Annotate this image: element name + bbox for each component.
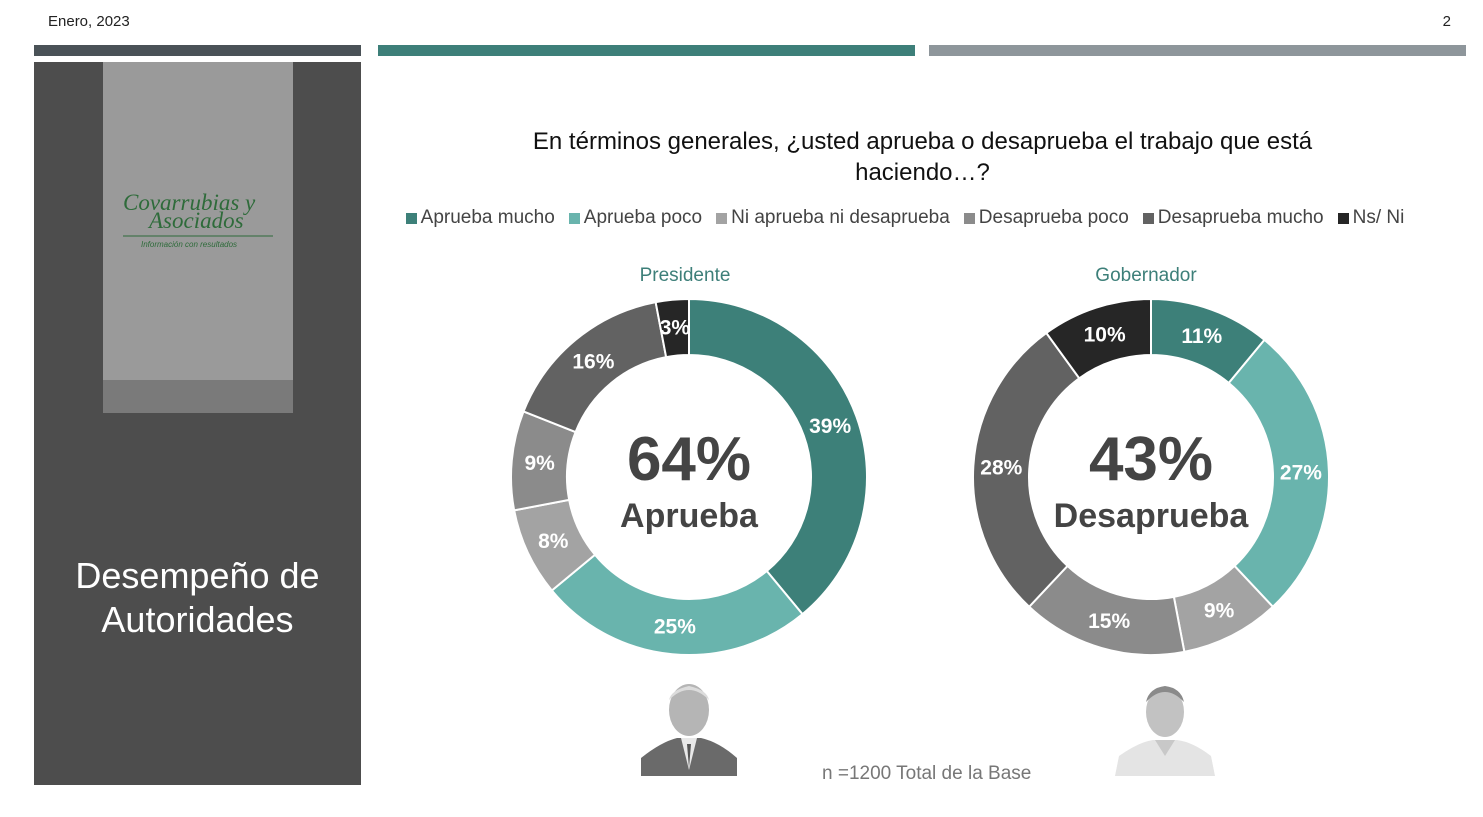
slice-data-label: 10% (1084, 323, 1126, 346)
slice-data-label: 25% (654, 615, 696, 638)
donut-slice (972, 331, 1081, 609)
donut-slice (688, 297, 868, 616)
chart-title-presidente: Presidente (639, 265, 731, 286)
question-title: En términos generales, ¿usted aprueba o … (532, 128, 1313, 186)
slice-data-label: 9% (524, 452, 555, 475)
slice-data-label: 3% (660, 317, 691, 340)
logo-strip (103, 380, 293, 413)
legend-swatch (1142, 212, 1154, 224)
legend-swatch (963, 212, 975, 224)
donut-slice (654, 297, 690, 359)
company-logo: Covarrubias y Asociados Información con … (123, 190, 273, 249)
legend-swatch (405, 212, 417, 224)
section-title-line1: Desempeño de (75, 555, 320, 596)
legend-label: Desaprueba poco (978, 207, 1129, 228)
legend-label: Ni aprueba ni desaprueba (731, 207, 950, 228)
center-label: Aprueba (620, 497, 759, 535)
header-bar-teal (378, 45, 915, 56)
center-value: 64% (627, 425, 751, 494)
slice-data-label: 8% (538, 530, 569, 553)
slice-data-label: 16% (572, 350, 614, 373)
header-bar-dark (34, 45, 361, 56)
slice-data-label: 39% (809, 415, 851, 438)
logo-box (103, 62, 293, 380)
center-label: Desaprueba (1054, 497, 1250, 535)
chart-legend: Aprueba mucho Aprueba poco Ni aprueba ni d… (380, 207, 1430, 229)
donut-slice (550, 553, 804, 656)
slice-data-label: 28% (980, 457, 1022, 480)
donut-slice (1044, 297, 1152, 380)
slice-data-label: 15% (1088, 610, 1130, 633)
gobernador-photo (1115, 678, 1215, 776)
legend-item: Ns/ Ni (1337, 207, 1405, 229)
slice-data-label: 11% (1181, 325, 1222, 348)
legend-label: Desaprueba mucho (1157, 207, 1324, 228)
slice-data-label: 27% (1280, 461, 1322, 484)
legend-swatch (1337, 212, 1349, 224)
legend-swatch (568, 212, 580, 224)
legend-label: Aprueba poco (583, 207, 703, 228)
header-bar-gray (929, 45, 1466, 56)
donut-slice (1227, 338, 1330, 609)
legend-item: Aprueba poco (568, 207, 703, 229)
slice-data-label: 9% (1204, 600, 1235, 623)
page-number: 2 (1442, 13, 1451, 30)
section-title-line2: Autoridades (101, 599, 294, 640)
logo-line2: Asociados (147, 208, 244, 233)
legend-item: Aprueba mucho (405, 207, 555, 229)
logo-tagline: Información con resultados (141, 240, 237, 249)
footnote: n =1200 Total de la Base (822, 763, 1032, 784)
section-title: Desempeño de Autoridades (34, 554, 361, 642)
legend-label: Aprueba mucho (420, 207, 555, 228)
legend-item: Desaprueba poco (963, 207, 1129, 229)
legend-label: Ns/ Ni (1352, 207, 1405, 228)
legend-item: Desaprueba mucho (1142, 207, 1324, 229)
side-panel: Covarrubias y Asociados Información con … (34, 62, 361, 785)
chart-title-gobernador: Gobernador (1095, 265, 1197, 286)
center-value: 43% (1089, 425, 1213, 494)
legend-item: Ni aprueba ni desaprueba (716, 207, 950, 229)
legend-swatch (716, 212, 728, 224)
date-label: Enero, 2023 (48, 13, 130, 30)
presidente-photo (641, 678, 737, 776)
logo-line1: Covarrubias y (123, 190, 256, 215)
